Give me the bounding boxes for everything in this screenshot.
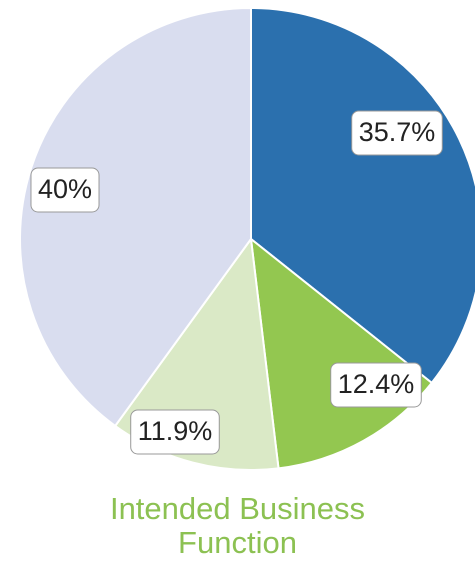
data-label: 40% [38, 174, 92, 204]
label-box [330, 362, 422, 408]
label-box [351, 110, 443, 156]
title-box: Intended Business Function [0, 492, 475, 560]
pie-slice [19, 6, 252, 428]
pie-slice [249, 236, 434, 470]
chart-title: Intended Business Function [109, 491, 366, 560]
data-label: 12.4% [338, 369, 415, 399]
label-box [130, 409, 220, 455]
data-label: 11.9% [138, 416, 213, 446]
chart: 35.7% 12.4% 11.9% 40% [19, 6, 475, 471]
data-label: 35.7% [359, 117, 436, 147]
label-box [30, 167, 100, 213]
pie-slice [250, 6, 475, 385]
